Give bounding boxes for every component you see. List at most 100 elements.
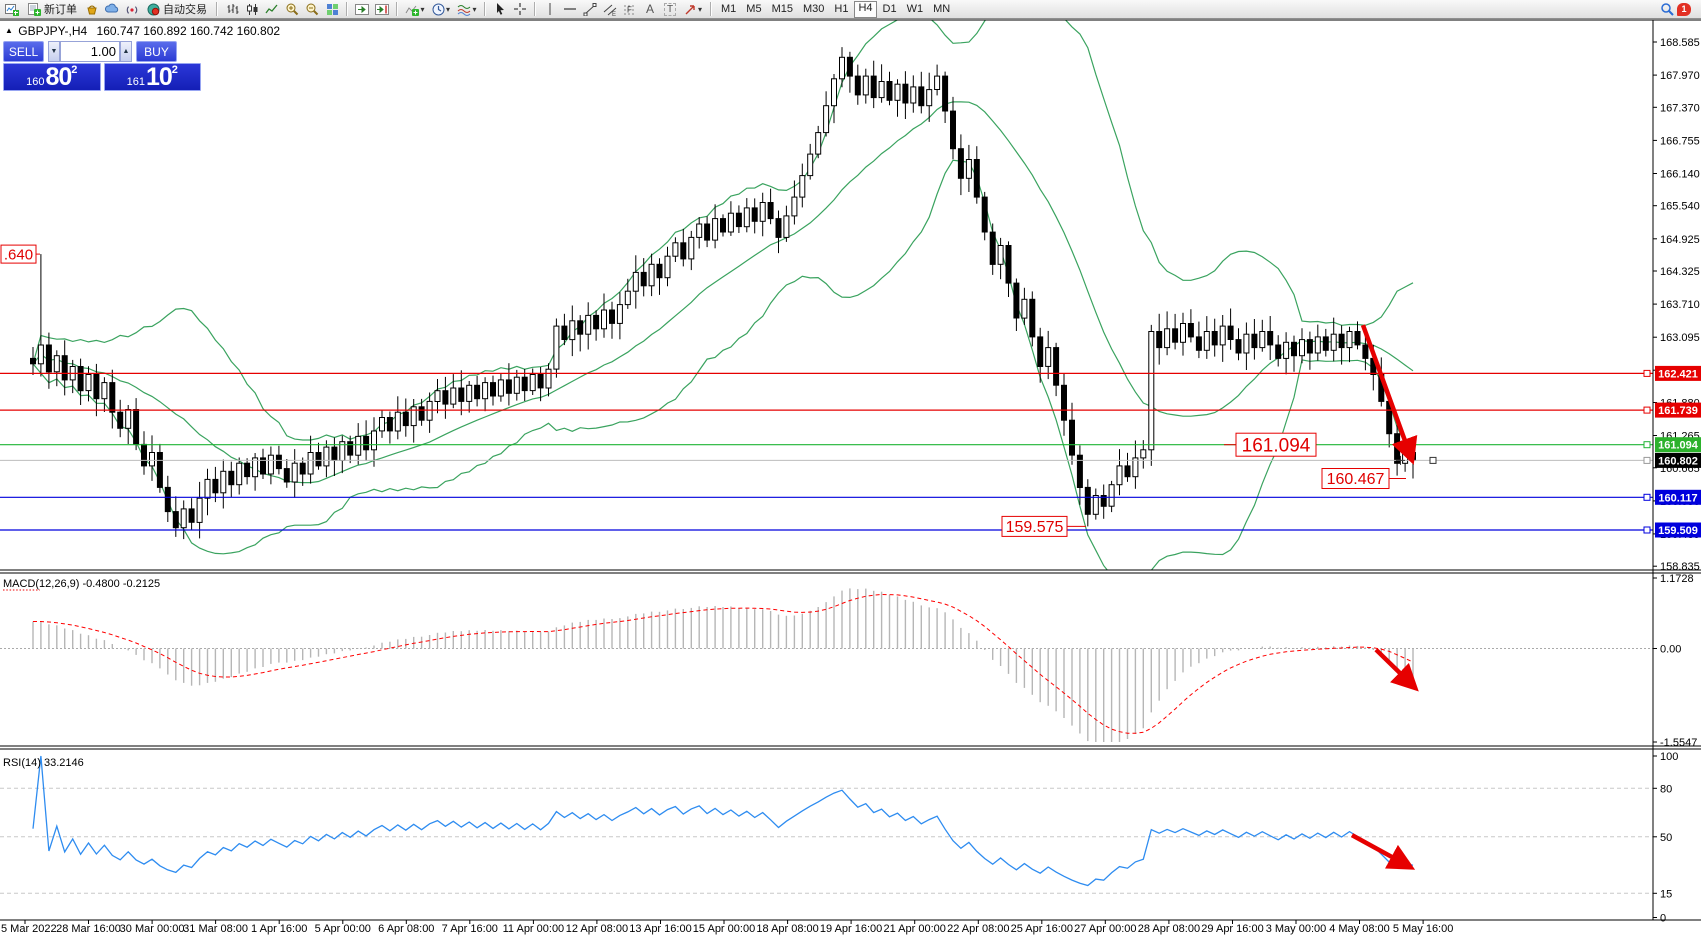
volume-decrease-button[interactable]: ▼ [48, 41, 60, 62]
svg-text:1.1728: 1.1728 [1660, 573, 1694, 585]
buy-button[interactable]: BUY [136, 41, 177, 62]
notification-count: 1 [1681, 4, 1687, 14]
svg-text:164.925: 164.925 [1660, 234, 1700, 246]
svg-text:29 Apr 16:00: 29 Apr 16:00 [1201, 923, 1263, 935]
text-label-icon[interactable]: T [661, 1, 679, 17]
paint-bucket-icon[interactable] [83, 1, 101, 17]
toolbar-separator [346, 2, 348, 16]
indicators-icon[interactable]: ▾ [403, 1, 427, 17]
auto-scroll-icon[interactable] [353, 1, 371, 17]
new-order-button[interactable]: 新订单 [24, 1, 80, 17]
sell-button[interactable]: SELL [3, 41, 44, 62]
fibonacci-icon[interactable]: F [621, 1, 639, 17]
templates-icon[interactable]: ▾ [455, 1, 479, 17]
text-icon[interactable]: A [645, 2, 654, 16]
timeframe-m15[interactable]: M15 [771, 2, 793, 15]
line-chart-icon[interactable] [263, 1, 281, 17]
rsi-line [32, 755, 1414, 887]
new-chart-icon[interactable] [3, 1, 21, 17]
timeframe-mn[interactable]: MN [933, 2, 951, 15]
svg-text:80: 80 [1660, 783, 1672, 795]
alerts-signal-icon[interactable] [123, 1, 141, 17]
svg-text:159.509: 159.509 [1658, 525, 1698, 537]
panel-borders [0, 19, 1701, 921]
svg-text:15: 15 [1660, 888, 1672, 900]
toolbar-separator [710, 2, 712, 16]
svg-text:18 Apr 08:00: 18 Apr 08:00 [756, 923, 818, 935]
timeframe-d1[interactable]: D1 [882, 2, 897, 15]
bid-price[interactable]: 160 80 2 [3, 63, 101, 91]
svg-text:7 Apr 16:00: 7 Apr 16:00 [442, 923, 498, 935]
horizontal-line-icon[interactable] [561, 1, 579, 17]
ask-price[interactable]: 161 10 2 [103, 63, 201, 91]
ohlc-values: 160.747 160.892 160.742 160.802 [96, 24, 281, 38]
timeframe-w1[interactable]: W1 [906, 2, 924, 15]
svg-text:161.094: 161.094 [1658, 440, 1699, 452]
tile-windows-icon[interactable] [323, 1, 341, 17]
svg-text:161.739: 161.739 [1658, 405, 1698, 417]
rsi-panel[interactable]: 100 80 50 15 0 RSI(14) 33.2146 [0, 751, 1678, 925]
price-axis-labels: 162.421 161.739 161.094 160.117 159.509 160.8… [1655, 365, 1701, 538]
svg-text:165.540: 165.540 [1660, 201, 1700, 213]
chart-shift-icon[interactable] [373, 1, 391, 17]
svg-text:160.802: 160.802 [1658, 455, 1698, 467]
bid-price-big: 80 [45, 63, 72, 91]
price-annotations[interactable]: .640 161.094 160.467 159.575 [0, 244, 1406, 537]
one-click-trading-panel: SELL ▼ 1.00 ▲ BUY 160 80 2 161 10 2 [3, 41, 201, 91]
search-icon[interactable] [1658, 1, 1676, 17]
arrows-icon[interactable]: ▾ [681, 1, 705, 17]
svg-text:163.095: 163.095 [1660, 332, 1700, 344]
svg-text:21 Apr 00:00: 21 Apr 00:00 [884, 923, 946, 935]
svg-text:25 Apr 16:00: 25 Apr 16:00 [1011, 923, 1073, 935]
svg-text:163.710: 163.710 [1660, 299, 1700, 311]
toolbar-separator [484, 2, 486, 16]
bid-price-sup: 2 [71, 64, 78, 76]
timeframe-m5[interactable]: M5 [746, 2, 762, 15]
svg-text:168.585: 168.585 [1660, 37, 1700, 49]
zoom-in-icon[interactable] [283, 1, 301, 17]
svg-text:E: E [612, 12, 616, 16]
macd-panel[interactable]: 1.1728 0.00 -1.5547 MACD(12,26,9) -0.4800 -… [0, 573, 1697, 749]
periods-icon[interactable]: ▾ [429, 1, 453, 17]
notifications-icon[interactable]: 1 [1677, 2, 1691, 16]
timeframe-group: M1 M5 M15 M30 H1 H4 D1 W1 MN [716, 0, 955, 18]
trend-arrows[interactable] [1350, 324, 1419, 870]
svg-text:0: 0 [1660, 913, 1666, 925]
autotrading-button[interactable]: 自动交易 [144, 1, 210, 17]
trendline-icon[interactable] [581, 1, 599, 17]
cursor-icon[interactable] [491, 1, 509, 17]
volume-input[interactable]: 1.00 [60, 41, 120, 62]
toolbar: 新订单 自动交易 ▾ ▾ ▾ E F A T ▾ M1 M5 M15 M30 H1 H4 D… [0, 0, 1701, 19]
profiles-cloud-icon[interactable] [103, 1, 121, 17]
svg-text:3 May 00:00: 3 May 00:00 [1266, 923, 1327, 935]
dropdown-caret: ▾ [445, 4, 450, 14]
svg-text:0.00: 0.00 [1660, 644, 1681, 656]
dropdown-caret: ▾ [472, 4, 477, 14]
candlestick-series [30, 47, 1416, 540]
dropdown-caret: ▾ [420, 4, 425, 14]
bar-chart-icon[interactable] [223, 1, 241, 17]
timeframe-h1[interactable]: H1 [834, 2, 849, 15]
volume-increase-button[interactable]: ▲ [120, 41, 132, 62]
svg-text:F: F [627, 5, 632, 14]
candlestick-chart-icon[interactable] [243, 1, 261, 17]
svg-text:167.370: 167.370 [1660, 102, 1700, 114]
timeframe-h4[interactable]: H4 [854, 0, 877, 18]
svg-text:-1.5547: -1.5547 [1660, 737, 1697, 749]
svg-text:160.117: 160.117 [1658, 492, 1697, 504]
ask-price-big: 10 [145, 63, 173, 91]
vertical-line-icon[interactable] [541, 1, 559, 17]
timeframe-m30[interactable]: M30 [802, 2, 825, 15]
svg-text:5 Mar 2022: 5 Mar 2022 [1, 923, 57, 935]
svg-text:6 Apr 08:00: 6 Apr 08:00 [378, 923, 434, 935]
svg-text:166.755: 166.755 [1660, 135, 1700, 147]
timeframe-m1[interactable]: M1 [721, 2, 737, 15]
equidistant-channel-icon[interactable]: E [601, 1, 619, 17]
horizontal-line-objects[interactable] [0, 369, 1653, 534]
zoom-out-icon[interactable] [303, 1, 321, 17]
crosshair-icon[interactable] [511, 1, 529, 17]
svg-text:13 Apr 16:00: 13 Apr 16:00 [629, 923, 691, 935]
